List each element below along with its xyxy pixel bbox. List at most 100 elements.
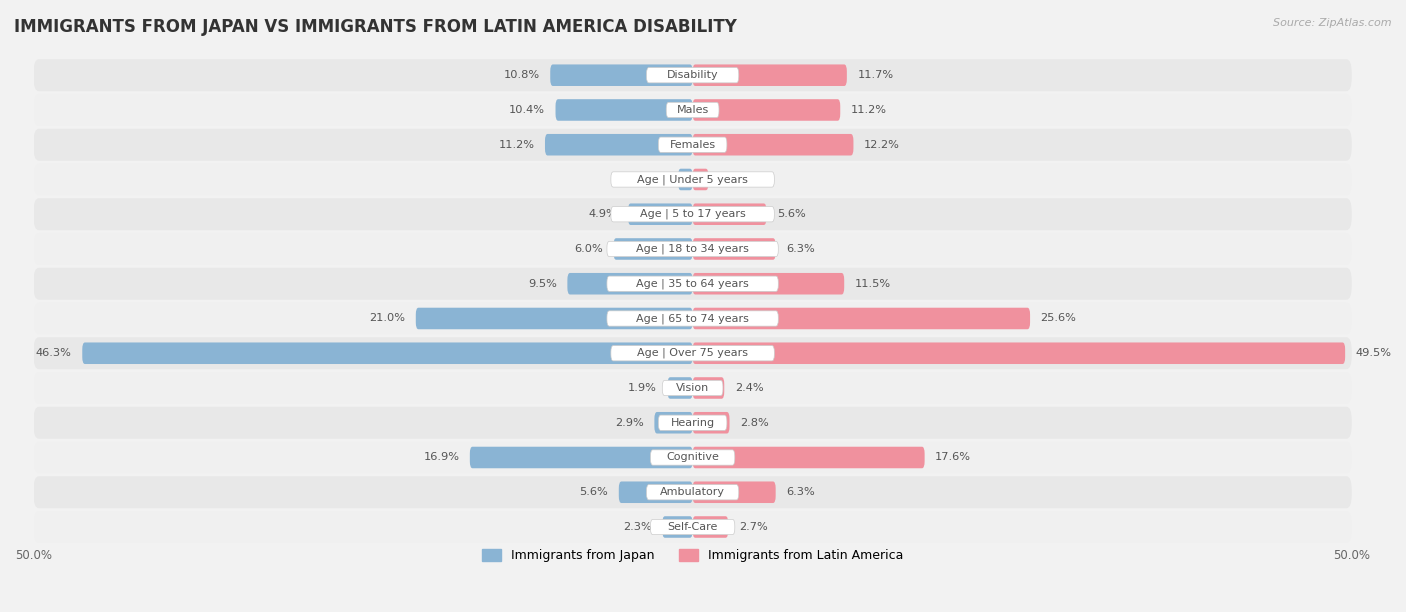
FancyBboxPatch shape <box>693 377 724 399</box>
Text: Self-Care: Self-Care <box>668 522 718 532</box>
FancyBboxPatch shape <box>678 169 693 190</box>
Text: 4.9%: 4.9% <box>589 209 617 219</box>
Text: Hearing: Hearing <box>671 418 714 428</box>
FancyBboxPatch shape <box>693 169 709 190</box>
FancyBboxPatch shape <box>34 94 1351 126</box>
FancyBboxPatch shape <box>607 241 779 256</box>
FancyBboxPatch shape <box>34 337 1351 369</box>
Text: 2.3%: 2.3% <box>623 522 652 532</box>
FancyBboxPatch shape <box>34 476 1351 508</box>
Text: 11.5%: 11.5% <box>855 278 891 289</box>
FancyBboxPatch shape <box>607 311 779 326</box>
FancyBboxPatch shape <box>34 302 1351 335</box>
Text: 6.3%: 6.3% <box>786 244 815 254</box>
FancyBboxPatch shape <box>568 273 693 294</box>
Text: 10.4%: 10.4% <box>509 105 546 115</box>
FancyBboxPatch shape <box>34 441 1351 474</box>
Text: 11.7%: 11.7% <box>858 70 894 80</box>
Text: 12.2%: 12.2% <box>863 140 900 150</box>
FancyBboxPatch shape <box>693 134 853 155</box>
FancyBboxPatch shape <box>654 412 693 433</box>
Text: 5.6%: 5.6% <box>579 487 609 497</box>
FancyBboxPatch shape <box>610 207 775 222</box>
FancyBboxPatch shape <box>610 172 775 187</box>
FancyBboxPatch shape <box>34 233 1351 265</box>
FancyBboxPatch shape <box>647 67 738 83</box>
FancyBboxPatch shape <box>693 482 776 503</box>
Text: Age | 18 to 34 years: Age | 18 to 34 years <box>636 244 749 254</box>
Text: 5.6%: 5.6% <box>778 209 806 219</box>
Text: 6.0%: 6.0% <box>574 244 603 254</box>
FancyBboxPatch shape <box>668 377 693 399</box>
Text: Age | Over 75 years: Age | Over 75 years <box>637 348 748 359</box>
Legend: Immigrants from Japan, Immigrants from Latin America: Immigrants from Japan, Immigrants from L… <box>477 544 908 567</box>
Text: 16.9%: 16.9% <box>423 452 460 463</box>
Text: Males: Males <box>676 105 709 115</box>
FancyBboxPatch shape <box>666 102 718 118</box>
FancyBboxPatch shape <box>34 198 1351 230</box>
FancyBboxPatch shape <box>658 137 727 152</box>
Text: Source: ZipAtlas.com: Source: ZipAtlas.com <box>1274 18 1392 28</box>
Text: Age | Under 5 years: Age | Under 5 years <box>637 174 748 185</box>
FancyBboxPatch shape <box>693 308 1031 329</box>
Text: 17.6%: 17.6% <box>935 452 972 463</box>
Text: Age | 35 to 64 years: Age | 35 to 64 years <box>637 278 749 289</box>
FancyBboxPatch shape <box>34 59 1351 91</box>
Text: 2.4%: 2.4% <box>735 383 763 393</box>
FancyBboxPatch shape <box>34 511 1351 543</box>
FancyBboxPatch shape <box>693 64 846 86</box>
Text: 1.9%: 1.9% <box>628 383 657 393</box>
FancyBboxPatch shape <box>83 343 693 364</box>
Text: Age | 5 to 17 years: Age | 5 to 17 years <box>640 209 745 220</box>
FancyBboxPatch shape <box>693 343 1346 364</box>
Text: 46.3%: 46.3% <box>37 348 72 358</box>
Text: 1.1%: 1.1% <box>638 174 668 184</box>
Text: 25.6%: 25.6% <box>1040 313 1077 324</box>
Text: Cognitive: Cognitive <box>666 452 718 463</box>
FancyBboxPatch shape <box>647 485 738 500</box>
FancyBboxPatch shape <box>34 163 1351 195</box>
FancyBboxPatch shape <box>470 447 693 468</box>
Text: 11.2%: 11.2% <box>851 105 887 115</box>
FancyBboxPatch shape <box>693 203 766 225</box>
FancyBboxPatch shape <box>693 447 925 468</box>
FancyBboxPatch shape <box>416 308 693 329</box>
FancyBboxPatch shape <box>662 380 723 395</box>
FancyBboxPatch shape <box>651 450 735 465</box>
FancyBboxPatch shape <box>693 273 844 294</box>
Text: 21.0%: 21.0% <box>370 313 405 324</box>
FancyBboxPatch shape <box>34 267 1351 300</box>
FancyBboxPatch shape <box>619 482 693 503</box>
Text: 11.2%: 11.2% <box>499 140 534 150</box>
FancyBboxPatch shape <box>628 203 693 225</box>
Text: 9.5%: 9.5% <box>529 278 557 289</box>
FancyBboxPatch shape <box>610 346 775 361</box>
Text: 6.3%: 6.3% <box>786 487 815 497</box>
Text: 2.9%: 2.9% <box>614 418 644 428</box>
FancyBboxPatch shape <box>693 412 730 433</box>
Text: 10.8%: 10.8% <box>503 70 540 80</box>
Text: Vision: Vision <box>676 383 709 393</box>
FancyBboxPatch shape <box>693 517 728 538</box>
FancyBboxPatch shape <box>34 372 1351 404</box>
FancyBboxPatch shape <box>693 238 776 259</box>
Text: Age | 65 to 74 years: Age | 65 to 74 years <box>636 313 749 324</box>
FancyBboxPatch shape <box>546 134 693 155</box>
Text: 2.7%: 2.7% <box>738 522 768 532</box>
FancyBboxPatch shape <box>658 415 727 430</box>
FancyBboxPatch shape <box>662 517 693 538</box>
FancyBboxPatch shape <box>34 129 1351 161</box>
FancyBboxPatch shape <box>651 520 735 535</box>
FancyBboxPatch shape <box>550 64 693 86</box>
FancyBboxPatch shape <box>613 238 693 259</box>
Text: Females: Females <box>669 140 716 150</box>
Text: 1.2%: 1.2% <box>718 174 748 184</box>
FancyBboxPatch shape <box>607 276 779 291</box>
FancyBboxPatch shape <box>693 99 841 121</box>
Text: 49.5%: 49.5% <box>1355 348 1392 358</box>
Text: IMMIGRANTS FROM JAPAN VS IMMIGRANTS FROM LATIN AMERICA DISABILITY: IMMIGRANTS FROM JAPAN VS IMMIGRANTS FROM… <box>14 18 737 36</box>
Text: 2.8%: 2.8% <box>740 418 769 428</box>
FancyBboxPatch shape <box>34 407 1351 439</box>
FancyBboxPatch shape <box>555 99 693 121</box>
Text: Ambulatory: Ambulatory <box>659 487 725 497</box>
